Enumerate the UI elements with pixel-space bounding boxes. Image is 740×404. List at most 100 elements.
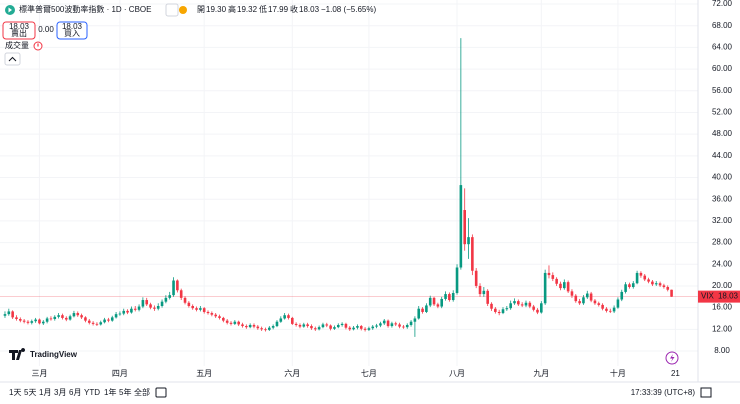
candle-body: [333, 327, 336, 329]
ohlc-value: 19.30: [206, 5, 227, 14]
candle-body: [222, 317, 225, 321]
candle-body: [45, 318, 49, 322]
candle-body: [84, 317, 87, 321]
candle-body: [658, 283, 662, 286]
candle-body: [199, 308, 202, 310]
candle-body: [202, 308, 206, 312]
y-tick-label: 64.00: [712, 42, 733, 51]
status-icon-play: [8, 7, 12, 13]
timeframe-button[interactable]: 全部: [134, 387, 150, 397]
candle-body: [413, 318, 417, 322]
sell-button[interactable]: [2, 21, 36, 40]
candle-body: [291, 317, 294, 324]
candle-body: [394, 323, 398, 325]
candle-body: [494, 308, 497, 312]
candle-body: [206, 311, 210, 314]
timeframe-button[interactable]: 3月: [54, 388, 66, 397]
candle-body: [34, 319, 37, 322]
candle-body: [482, 290, 486, 295]
spread: 0.00: [38, 25, 54, 34]
candle-body: [639, 272, 643, 276]
clock: 17:33:39 (UTC+8): [631, 388, 696, 397]
candle-body: [382, 320, 386, 324]
candle-body: [543, 272, 547, 304]
ohlc-value: 18.03: [299, 5, 320, 14]
collapse-button[interactable]: [4, 52, 21, 66]
timeframe-button[interactable]: 1天: [9, 388, 21, 397]
y-tick-label: 48.00: [712, 129, 733, 138]
candle-body: [30, 321, 34, 323]
timeframe-button[interactable]: 1月: [39, 388, 51, 397]
candle-body: [497, 311, 501, 314]
candle-body: [459, 185, 463, 268]
candle-body: [670, 289, 673, 297]
timeframe-button[interactable]: 1年: [104, 387, 116, 397]
candle-body: [172, 280, 175, 296]
buy-button[interactable]: [56, 21, 88, 40]
timeframe-button[interactable]: 5天: [24, 388, 36, 397]
ohlc-label: 收: [290, 4, 298, 14]
candle-body: [80, 315, 83, 318]
candle-body: [509, 303, 512, 309]
candle-body: [118, 313, 122, 315]
candle-body: [505, 308, 509, 310]
candle-body: [513, 301, 516, 304]
candle-body: [310, 326, 313, 329]
candle-body: [218, 316, 221, 318]
alert-bolt: [670, 354, 675, 362]
candle-body: [651, 281, 654, 285]
candle-body: [666, 287, 670, 290]
candle-body: [566, 282, 570, 292]
timeframe-button[interactable]: 5年: [119, 387, 131, 397]
buy-price: 18.03: [62, 22, 83, 31]
date-range-button[interactable]: [155, 387, 167, 398]
candle-body: [68, 316, 72, 320]
candle-body: [405, 324, 409, 328]
ohlc-label: 開: [197, 5, 205, 14]
candle-body: [620, 291, 624, 300]
candle-body: [371, 326, 375, 329]
eye-button[interactable]: [165, 3, 179, 17]
timeframe-button[interactable]: YTD: [84, 388, 100, 397]
candle-body: [38, 319, 41, 324]
candle-body: [164, 297, 168, 302]
candle-body: [417, 308, 421, 319]
last-price-symbol: VIX: [701, 292, 715, 301]
y-tick-label: 56.00: [712, 86, 733, 95]
settings-button[interactable]: [700, 387, 712, 398]
ohlc-change: −1.08 (−5.65%): [321, 5, 376, 14]
candle-body: [179, 290, 183, 298]
candle-body: [336, 324, 340, 328]
candle-body: [252, 324, 256, 327]
ohlc-value: 19.32: [237, 5, 258, 14]
candle-body: [436, 304, 440, 307]
candle-body: [329, 325, 332, 329]
timeframe-button[interactable]: 6月: [69, 388, 81, 397]
candles: [3, 38, 673, 337]
candle-body: [440, 298, 444, 307]
candle-body: [229, 322, 233, 324]
candle-body: [61, 315, 64, 318]
brand-name: TradingView: [30, 350, 78, 359]
candle-body: [237, 321, 240, 325]
y-tick-label: 16.00: [712, 303, 733, 312]
candle-body: [352, 327, 355, 330]
candle-body: [156, 305, 160, 309]
ohlc-legend: 開 19.30 高 19.32 低 17.99 收 18.03 −1.08 (−5.65%): [197, 4, 376, 14]
y-tick-label: 20.00: [712, 281, 733, 290]
toolbar: 1天 5天 1月 3月 6月 YTD 1年 5年 全部 17:33:39 (UTC+8): [9, 387, 696, 398]
candle-body: [363, 328, 367, 330]
candle-body: [402, 326, 405, 328]
candle-body: [463, 210, 466, 245]
candle-body: [7, 311, 11, 315]
candle-body: [279, 318, 283, 322]
candle-body: [520, 304, 524, 306]
y-tick-label: 32.00: [712, 216, 733, 225]
candle-body: [605, 308, 608, 311]
candle-body: [643, 275, 647, 280]
candle-body: [631, 283, 635, 288]
candle-body: [517, 301, 520, 305]
candle-body: [122, 310, 126, 314]
candle-body: [64, 317, 68, 320]
candle-body: [141, 300, 145, 307]
